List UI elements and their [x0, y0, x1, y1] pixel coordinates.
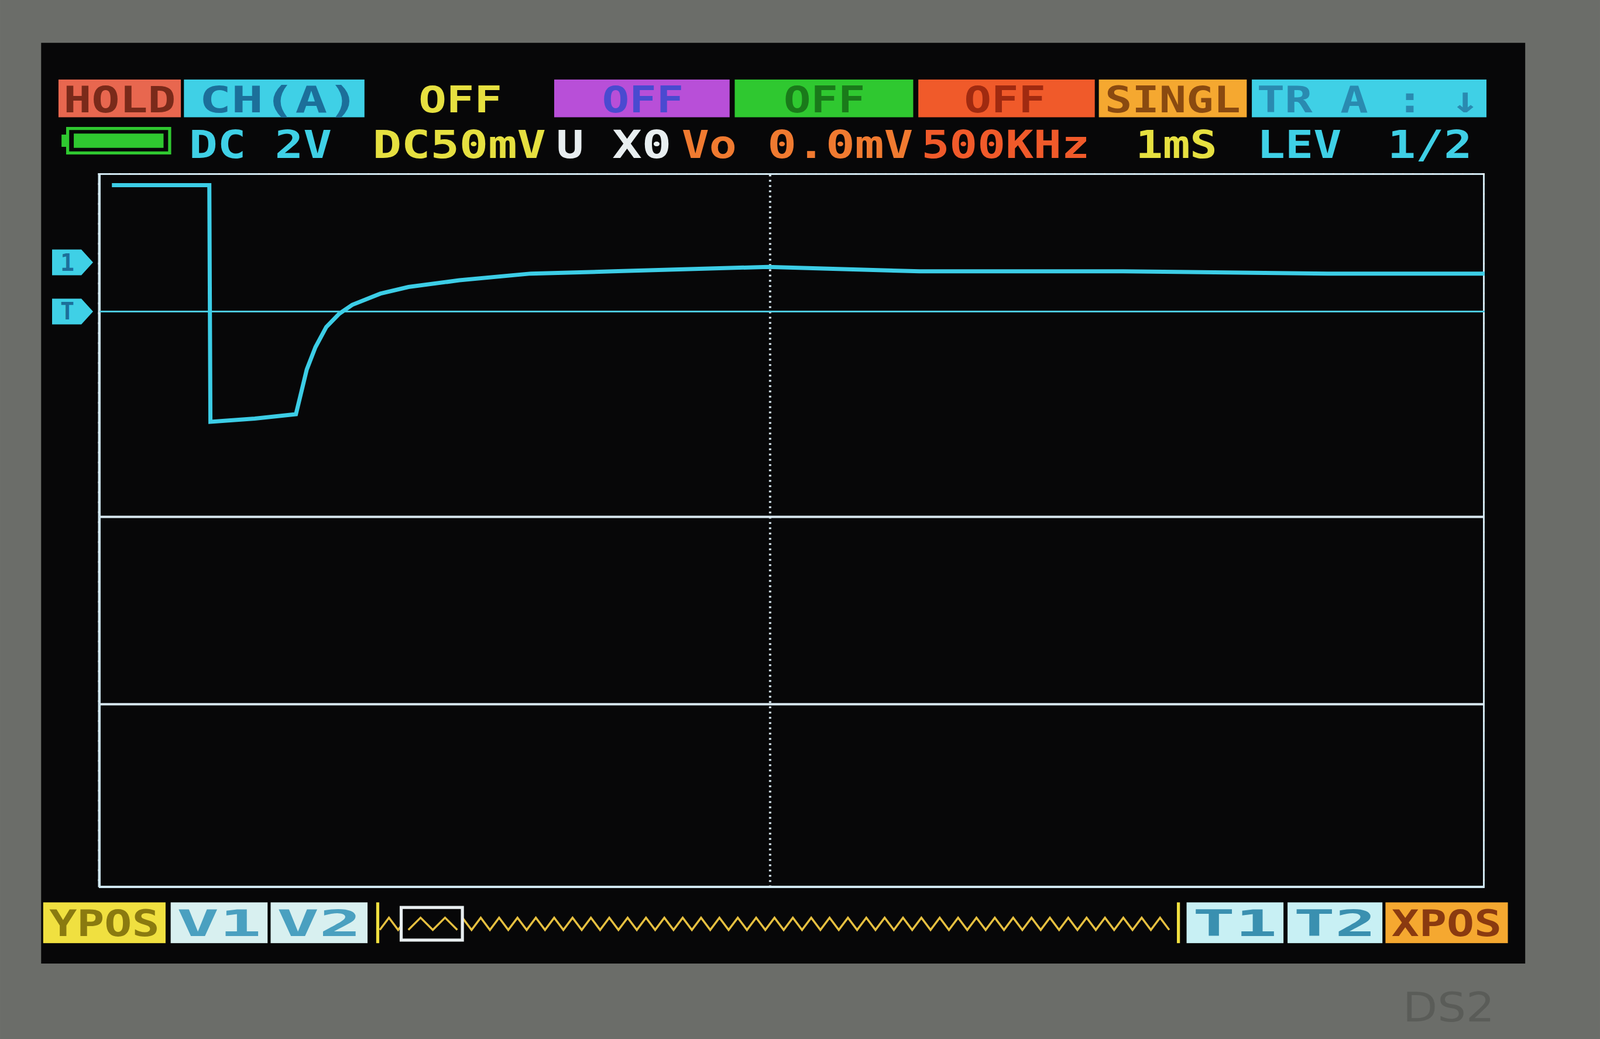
svg-text:V1: V1 [176, 902, 262, 946]
svg-text:SINGL: SINGL [1104, 78, 1241, 122]
svg-text:OFF: OFF [964, 78, 1046, 122]
svg-text:OFF: OFF [418, 78, 503, 122]
svg-text:T: T [60, 298, 75, 326]
svg-text:OFF: OFF [602, 78, 684, 122]
svg-text:V2: V2 [276, 902, 362, 946]
svg-text:DS2: DS2 [1402, 983, 1495, 1032]
svg-text:U: U [555, 122, 584, 168]
svg-text:HOLD: HOLD [63, 78, 177, 122]
svg-text:0.0mV: 0.0mV [767, 122, 913, 168]
svg-text:Vo: Vo [681, 122, 737, 168]
svg-text:T2: T2 [1293, 902, 1377, 946]
svg-text:XPOS: XPOS [1391, 902, 1502, 946]
svg-text:DC 2V: DC 2V [189, 122, 332, 168]
svg-text:1/2: 1/2 [1387, 122, 1473, 168]
svg-text:TR A : ↓: TR A : ↓ [1257, 78, 1480, 122]
svg-text:1: 1 [60, 249, 75, 277]
svg-text:CH(A): CH(A) [198, 78, 360, 122]
svg-text:OFF: OFF [783, 78, 865, 122]
svg-text:YPOS: YPOS [49, 902, 160, 946]
svg-text:T1: T1 [1192, 902, 1278, 946]
svg-text:500KHz: 500KHz [921, 122, 1090, 168]
svg-text:1mS: 1mS [1135, 122, 1217, 168]
svg-text:DC50mV: DC50mV [372, 122, 547, 168]
svg-text:X0: X0 [612, 122, 672, 168]
svg-text:LEV: LEV [1257, 122, 1342, 168]
